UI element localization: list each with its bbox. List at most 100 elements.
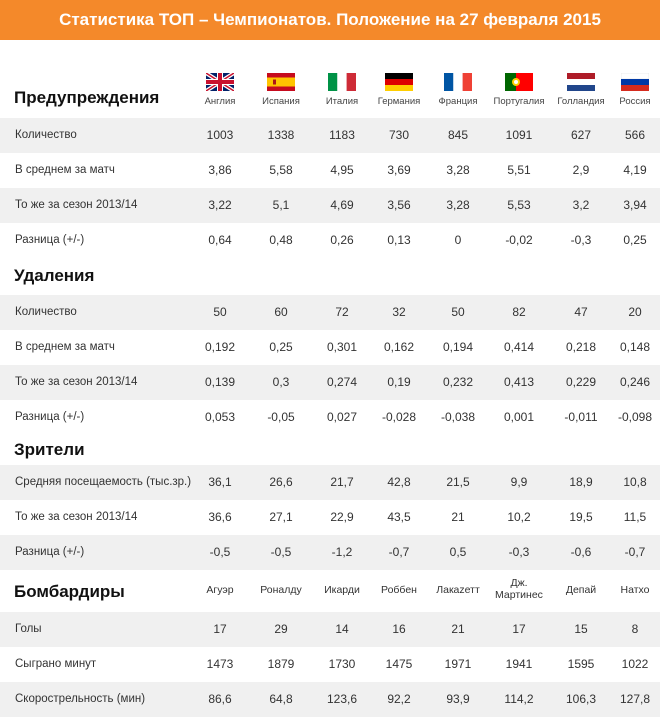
row-label: В среднем за матч (15, 341, 115, 353)
page-title: Статистика ТОП – Чемпионатов. Положение … (0, 0, 660, 40)
germany-flag-icon (385, 73, 413, 91)
player-name: Натхо (620, 584, 650, 596)
table-cell: 730 (388, 128, 410, 142)
table-cell: 0,301 (326, 340, 358, 354)
table-row (0, 647, 660, 682)
table-cell: 36,6 (208, 510, 232, 524)
player-name: Дж. Мартинес (495, 577, 543, 601)
country-name: Франция (438, 96, 478, 107)
country-name: Голландия (557, 96, 605, 107)
table-cell: 18,9 (569, 475, 593, 489)
row-label: Количество (15, 306, 77, 318)
table-cell: 4,19 (623, 163, 647, 177)
table-cell: 15 (574, 622, 588, 636)
table-cell: 17 (213, 622, 227, 636)
table-cell: 50 (451, 305, 465, 319)
table-cell: 1941 (505, 657, 533, 671)
table-cell: 3,56 (387, 198, 411, 212)
table-row (0, 535, 660, 570)
player-name: Роналду (260, 584, 302, 596)
section-title: Бомбардиры (14, 582, 125, 601)
table-cell: 0,001 (503, 410, 535, 424)
table-cell: 0,053 (204, 410, 236, 424)
table-cell: 32 (392, 305, 406, 319)
table-cell: 26,6 (269, 475, 293, 489)
table-cell: 19,5 (569, 510, 593, 524)
table-row (0, 500, 660, 535)
table-row (0, 682, 660, 717)
table-cell: 5,51 (507, 163, 531, 177)
row-label: Скорострельность (мин) (15, 693, 146, 705)
table-cell: 3,2 (572, 198, 590, 212)
table-cell: 72 (335, 305, 349, 319)
player-name: Депай (565, 584, 597, 596)
table-cell: 1879 (267, 657, 295, 671)
row-label: Средняя посещаемость (тыс.зр.) (15, 476, 192, 488)
uk-flag-icon (204, 71, 236, 93)
table-cell: 20 (628, 305, 642, 319)
table-cell: 64,8 (269, 692, 293, 706)
table-cell: -0,011 (564, 410, 598, 424)
table-cell: -0,7 (388, 545, 410, 559)
country-name: Англия (204, 96, 236, 107)
table-cell: 0,218 (565, 340, 597, 354)
table-cell: 92,2 (387, 692, 411, 706)
netherlands-flag-icon (567, 73, 595, 91)
table-cell: 3,94 (623, 198, 647, 212)
table-cell: 0,48 (269, 233, 293, 247)
table-cell: 0,139 (204, 375, 236, 389)
table-cell: 1971 (444, 657, 472, 671)
row-label: То же за сезон 2013/14 (15, 511, 138, 523)
spain-flag-icon (267, 73, 295, 91)
table-cell: 36,1 (208, 475, 232, 489)
table-row (0, 465, 660, 500)
table-row (0, 612, 660, 647)
table-cell: 0,246 (619, 375, 651, 389)
table-cell: -0,5 (209, 545, 231, 559)
table-cell: 4,95 (330, 163, 354, 177)
row-label: Разница (+/-) (15, 546, 85, 558)
table-cell: 845 (447, 128, 469, 142)
table-cell: -0,098 (617, 410, 653, 424)
table-cell: 0,232 (442, 375, 474, 389)
country-name: Испания (262, 96, 300, 107)
table-cell: 17 (512, 622, 526, 636)
table-cell: -0,3 (508, 545, 530, 559)
table-cell: 106,3 (565, 692, 597, 706)
table-cell: 29 (274, 622, 288, 636)
table-cell: 0,414 (503, 340, 535, 354)
row-label: То же за сезон 2013/14 (15, 376, 138, 388)
table-cell: 627 (570, 128, 592, 142)
table-cell: 27,1 (269, 510, 293, 524)
table-row (0, 223, 660, 258)
table-cell: -0,3 (570, 233, 592, 247)
table-cell: -0,7 (624, 545, 646, 559)
table-cell: 0,13 (387, 233, 411, 247)
section-title: Удаления (14, 266, 95, 285)
section-title: Зрители (14, 440, 85, 459)
table-cell: 0,3 (272, 375, 290, 389)
table-cell: 0,25 (269, 340, 293, 354)
table-cell: 3,22 (208, 198, 232, 212)
table-cell: 123,6 (326, 692, 358, 706)
table-cell: 1091 (505, 128, 533, 142)
player-name: Икарди (324, 584, 360, 596)
table-cell: 93,9 (446, 692, 470, 706)
row-label: Голы (15, 623, 42, 635)
table-cell: 21,5 (446, 475, 470, 489)
table-cell: 1338 (267, 128, 295, 142)
country-name: Италия (325, 96, 359, 107)
table-cell: 14 (335, 622, 349, 636)
italy-flag-icon (328, 73, 356, 91)
player-name: Роббен (381, 584, 417, 596)
russia-flag-icon (620, 72, 650, 91)
table-cell: 10,8 (623, 475, 647, 489)
row-label: Количество (15, 129, 77, 141)
table-cell: 3,28 (446, 198, 470, 212)
table-cell: 5,58 (269, 163, 293, 177)
table-row (0, 330, 660, 365)
table-cell: 42,8 (387, 475, 411, 489)
table-cell: 43,5 (387, 510, 411, 524)
table-cell: 0,26 (330, 233, 354, 247)
